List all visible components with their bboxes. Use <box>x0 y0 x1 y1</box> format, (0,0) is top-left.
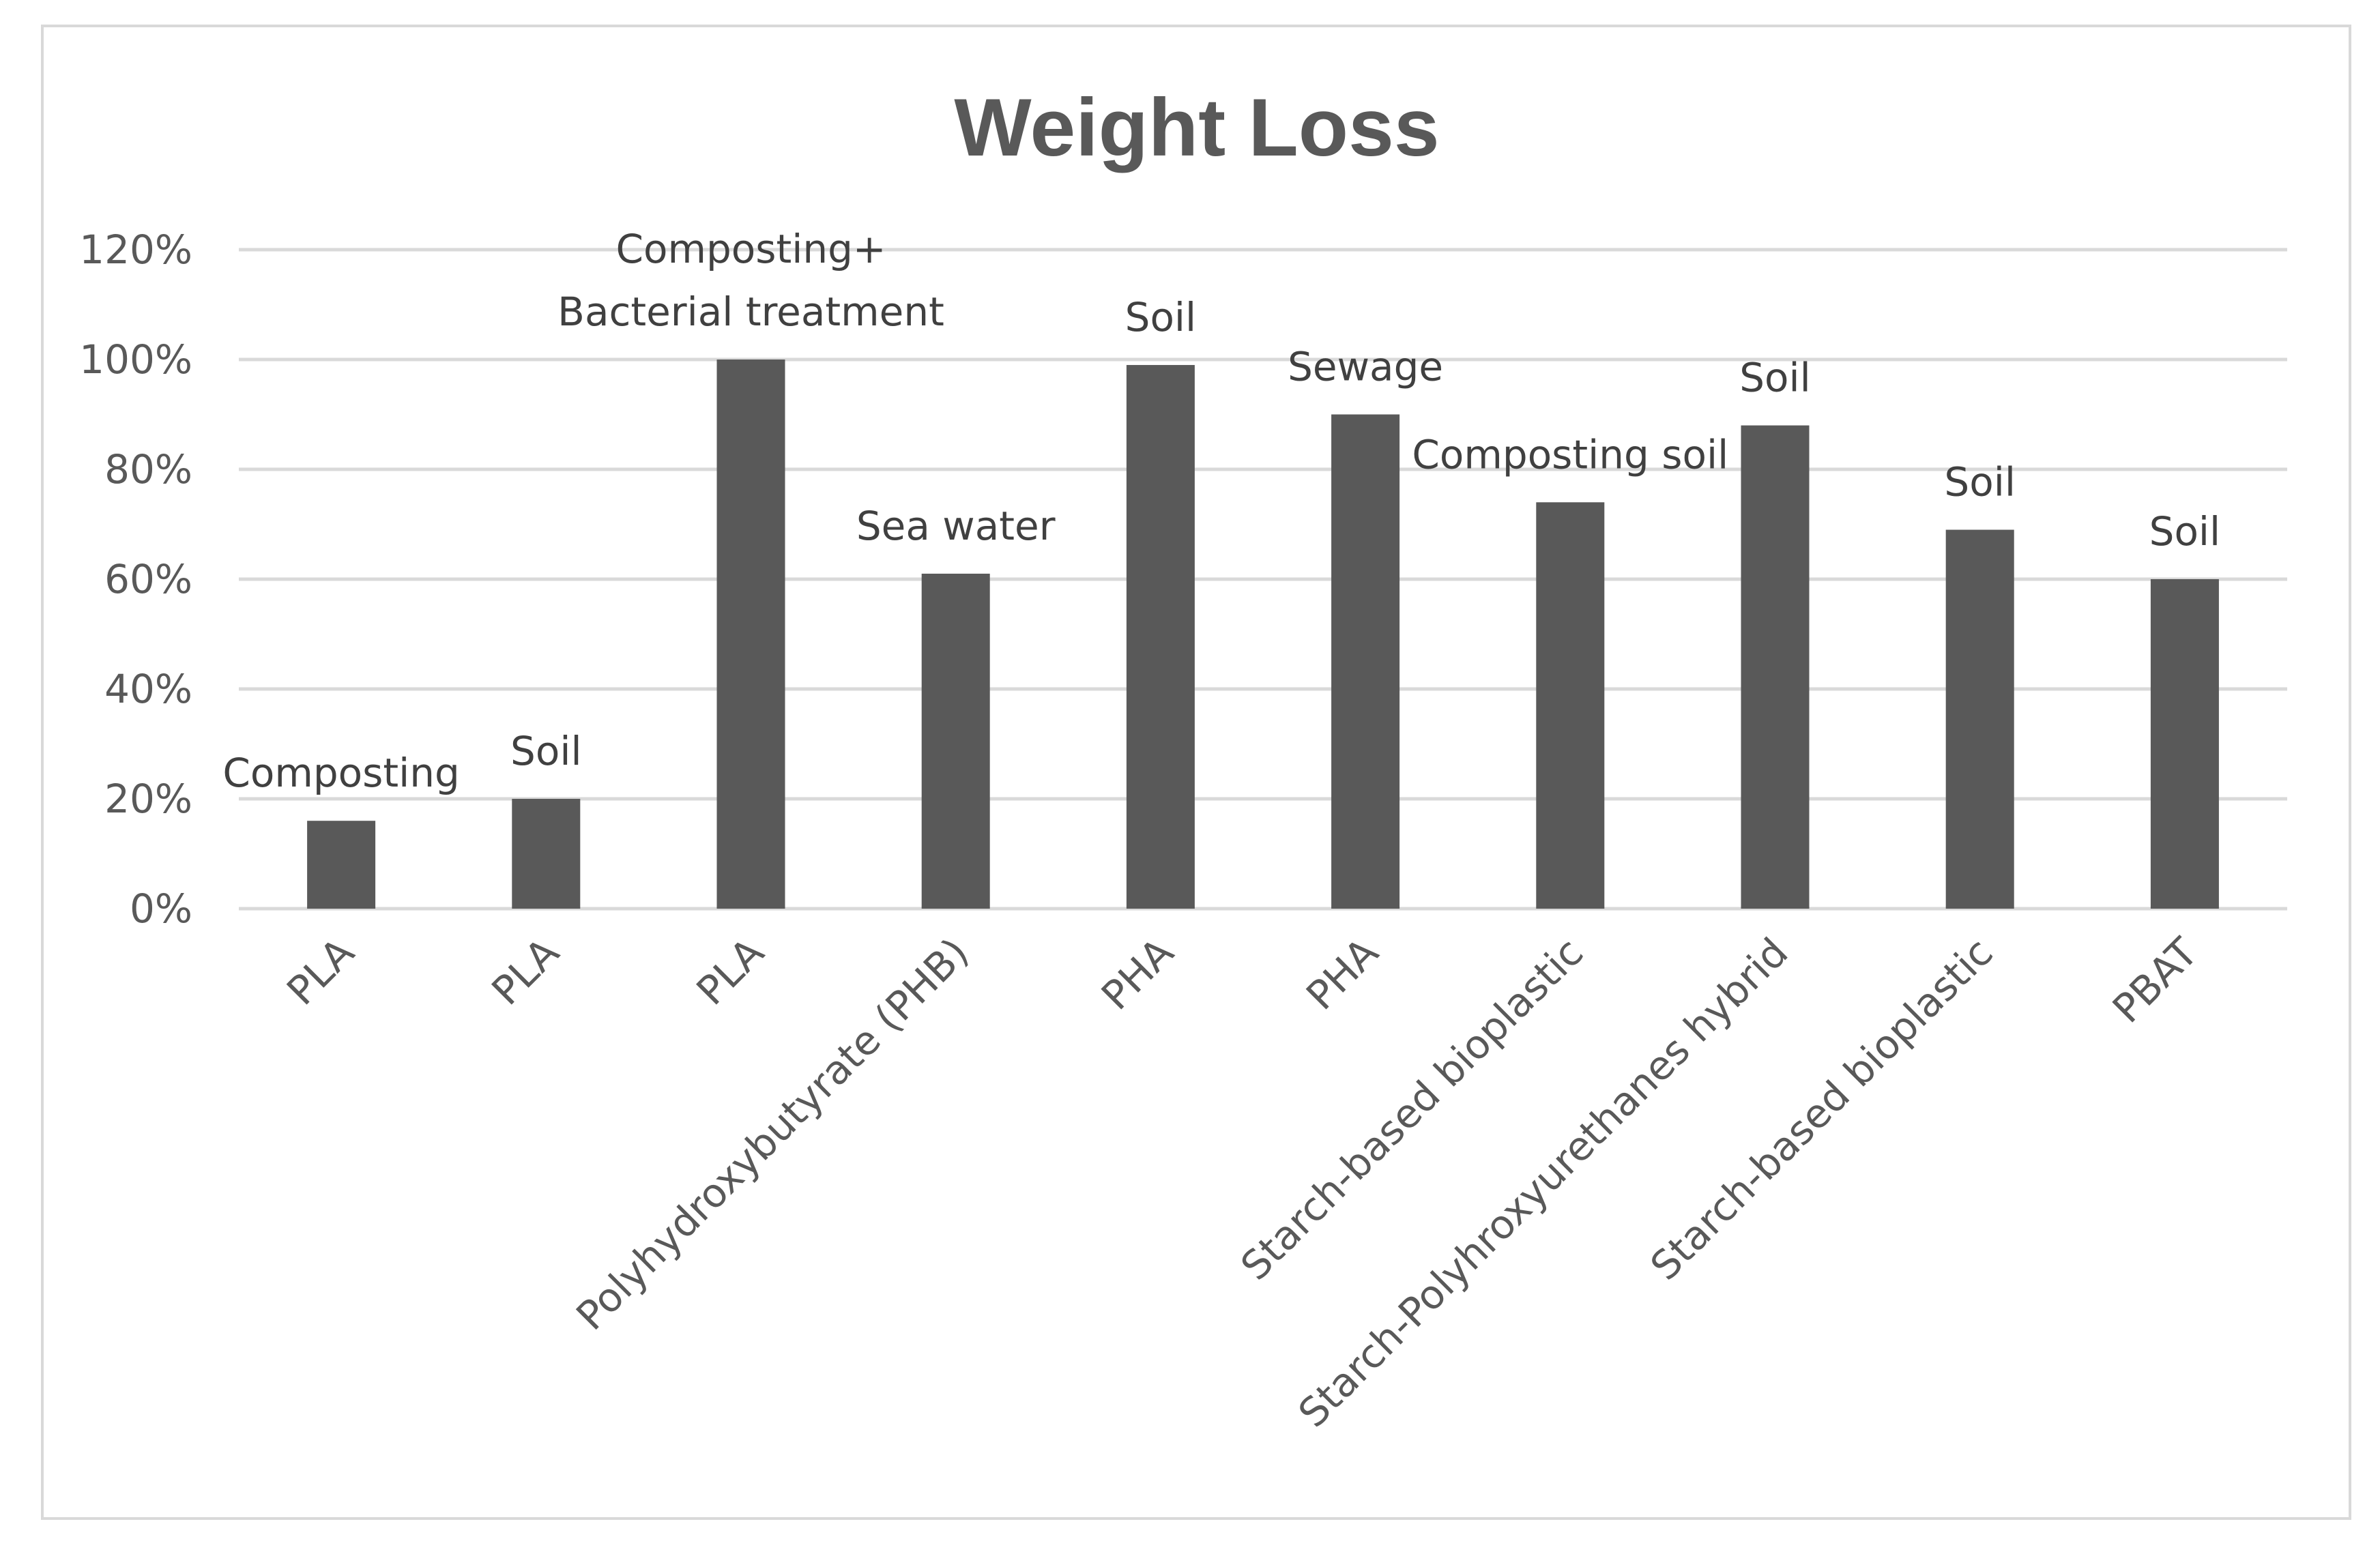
x-category-label: PLA <box>483 929 568 1014</box>
y-tick-label: 120% <box>79 226 192 273</box>
y-tick-label: 0% <box>130 885 192 932</box>
bar <box>1536 502 1605 909</box>
bars <box>307 360 2219 909</box>
bar-annotation: Composting soil <box>1412 431 1728 478</box>
bar-annotation: Soil <box>510 728 582 774</box>
bar <box>1126 365 1195 909</box>
bar-annotation: Bacterial treatment <box>557 289 944 335</box>
x-category-label: PBAT <box>2104 928 2207 1031</box>
bar-annotation: Soil <box>1739 355 1811 401</box>
x-category-label: PHA <box>1092 929 1182 1019</box>
chart-title: Weight Loss <box>954 82 1439 173</box>
bar <box>1741 425 1810 909</box>
y-tick-label: 20% <box>104 776 192 822</box>
bar <box>1945 529 2014 909</box>
y-axis-tick-labels: 0% 20% 40% 60% 80% 100% 120% <box>79 226 192 932</box>
x-category-label: Starch-based bioplastic <box>1232 929 1592 1289</box>
y-tick-label: 100% <box>79 336 192 383</box>
bar <box>307 821 376 909</box>
x-category-label: PLA <box>278 929 363 1014</box>
bar-annotation: Sea water <box>856 503 1056 549</box>
y-tick-label: 40% <box>104 666 192 712</box>
bar <box>921 573 990 909</box>
bar <box>716 360 785 909</box>
bar-annotation: Soil <box>1125 294 1197 340</box>
bar <box>2150 579 2219 909</box>
x-category-label: PHA <box>1297 929 1387 1019</box>
gridlines <box>239 248 2287 911</box>
y-tick-label: 80% <box>104 446 192 493</box>
bar-annotation: Soil <box>2149 508 2221 555</box>
y-tick-label: 60% <box>104 556 192 602</box>
bar-annotation: Composting <box>222 750 459 796</box>
bar-annotation: Soil <box>1944 459 2016 505</box>
bar-annotations: Composting Soil Composting+ Bacterial treat… <box>222 226 2220 796</box>
bar <box>1331 414 1400 909</box>
bar-annotation: Sewage <box>1288 344 1443 390</box>
x-category-label: Starch-based bioplastic <box>1642 929 2002 1289</box>
bar <box>512 799 581 909</box>
bar-annotation: Composting+ <box>615 226 886 272</box>
x-category-label: Polyhydroxybutyrate (PHB) <box>567 929 977 1339</box>
x-category-label: PLA <box>688 929 773 1014</box>
